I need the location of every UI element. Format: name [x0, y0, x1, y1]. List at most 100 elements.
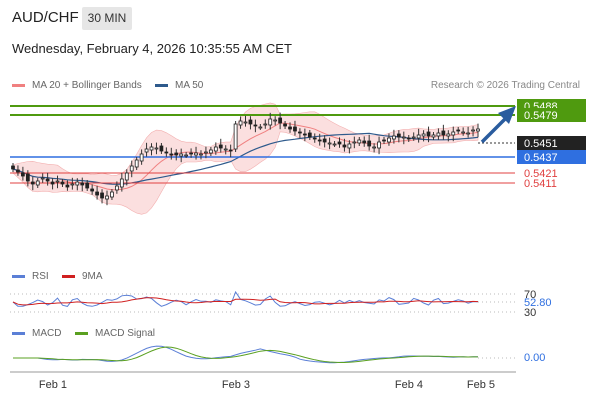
ma20-line: [12, 122, 479, 191]
level-label: 0.5437: [524, 152, 558, 164]
legend-macd: MACD: [12, 328, 61, 339]
candle-body: [159, 145, 164, 152]
candle-body: [421, 133, 426, 137]
candle-body: [476, 128, 480, 132]
candle-body: [30, 181, 35, 185]
candle-body: [411, 136, 416, 139]
candle-body: [100, 192, 104, 199]
current-price-box: [517, 136, 586, 150]
candle-body: [105, 195, 109, 200]
candle-body: [302, 133, 307, 136]
candle-body: [372, 146, 377, 149]
candle-body: [466, 132, 470, 135]
legend-swatch: [12, 84, 25, 87]
candle-body: [95, 191, 99, 196]
candle-body: [223, 148, 228, 151]
candle-body: [213, 146, 218, 152]
legend-swatch: [155, 84, 168, 87]
candle-body: [149, 146, 154, 151]
level-label-box: [517, 150, 586, 164]
candle-body: [218, 144, 223, 149]
candle-body: [456, 129, 461, 132]
candle-body: [293, 126, 297, 132]
candle-body: [139, 153, 144, 162]
x-axis: Feb 1 Feb 3 Feb 4 Feb 5: [10, 371, 516, 391]
rsi-level-label: 70: [524, 289, 536, 301]
candle-body: [471, 129, 475, 132]
research-credit: Research © 2026 Trading Central: [430, 80, 580, 91]
macd-current-value: 0.00: [524, 352, 545, 364]
candle-body: [233, 123, 238, 150]
candle-body: [451, 131, 456, 136]
legend-swatch: [12, 332, 25, 335]
x-tick-label: Feb 5: [467, 379, 495, 391]
candle-body: [75, 181, 80, 186]
level-label: 0.5479: [524, 110, 558, 122]
x-tick-label: Feb 3: [222, 379, 250, 391]
candle-body: [347, 143, 352, 149]
candle-body: [208, 149, 213, 154]
candles: [11, 112, 480, 206]
candle-body: [312, 137, 317, 140]
candle-body: [327, 142, 332, 145]
legend-label: MA 20 + Bollinger Bands: [32, 80, 142, 91]
legend-label: MACD: [32, 328, 62, 339]
candle-body: [60, 181, 65, 185]
candle-body: [174, 152, 179, 156]
legend-label: 9MA: [82, 271, 103, 282]
candle-body: [35, 180, 40, 186]
candle-body: [110, 191, 114, 198]
forecast-arrow-head: [498, 106, 516, 124]
candle-body: [40, 177, 45, 180]
price-levels: [10, 105, 516, 184]
candle-body: [134, 159, 139, 168]
candle-body: [352, 141, 357, 144]
candle-body: [248, 119, 253, 125]
candle-body: [164, 151, 169, 154]
candle-body: [119, 178, 124, 188]
legend-label: MACD Signal: [95, 328, 156, 339]
candle-body: [243, 121, 248, 124]
candle-body: [416, 134, 421, 139]
level-label-box: [517, 108, 586, 122]
legend-rsi: RSI: [12, 271, 49, 282]
candle-body: [70, 183, 75, 186]
candle-body: [396, 133, 401, 138]
current-price-label: 0.5451: [524, 138, 558, 150]
candle-body: [268, 118, 273, 126]
candle-body: [11, 165, 15, 170]
rsi-current-value: 52.80: [524, 297, 552, 309]
legend-label: RSI: [32, 271, 49, 282]
candle-body: [322, 138, 327, 143]
candle-body: [90, 188, 95, 192]
candle-body: [382, 139, 386, 142]
candle-body: [332, 143, 337, 146]
candle-body: [278, 117, 283, 124]
candle-body: [144, 148, 149, 153]
candle-body: [431, 134, 436, 138]
candle-body: [16, 169, 20, 173]
candle-body: [298, 131, 302, 134]
candle-body: [184, 154, 189, 157]
candle-body: [179, 153, 184, 157]
forecast-arrow-line: [480, 114, 510, 144]
legend-macd-signal: MACD Signal: [75, 328, 155, 339]
candle-body: [45, 178, 50, 182]
candle-body: [238, 120, 243, 126]
timeframe-button[interactable]: 30 MIN: [82, 7, 132, 30]
legend-ma50: MA 50: [155, 80, 203, 91]
candle-body: [204, 151, 208, 154]
candle-body: [377, 141, 381, 149]
candle-body: [194, 152, 198, 156]
candle-body: [342, 144, 347, 148]
candle-body: [367, 140, 372, 147]
candle-body: [446, 133, 451, 137]
macd-panel: 0.00: [13, 345, 545, 364]
candle-body: [461, 131, 466, 134]
candle-body: [85, 182, 90, 189]
candle-body: [50, 181, 55, 185]
candle-body: [362, 140, 367, 144]
legend-rsi-9ma: 9MA: [62, 271, 103, 282]
